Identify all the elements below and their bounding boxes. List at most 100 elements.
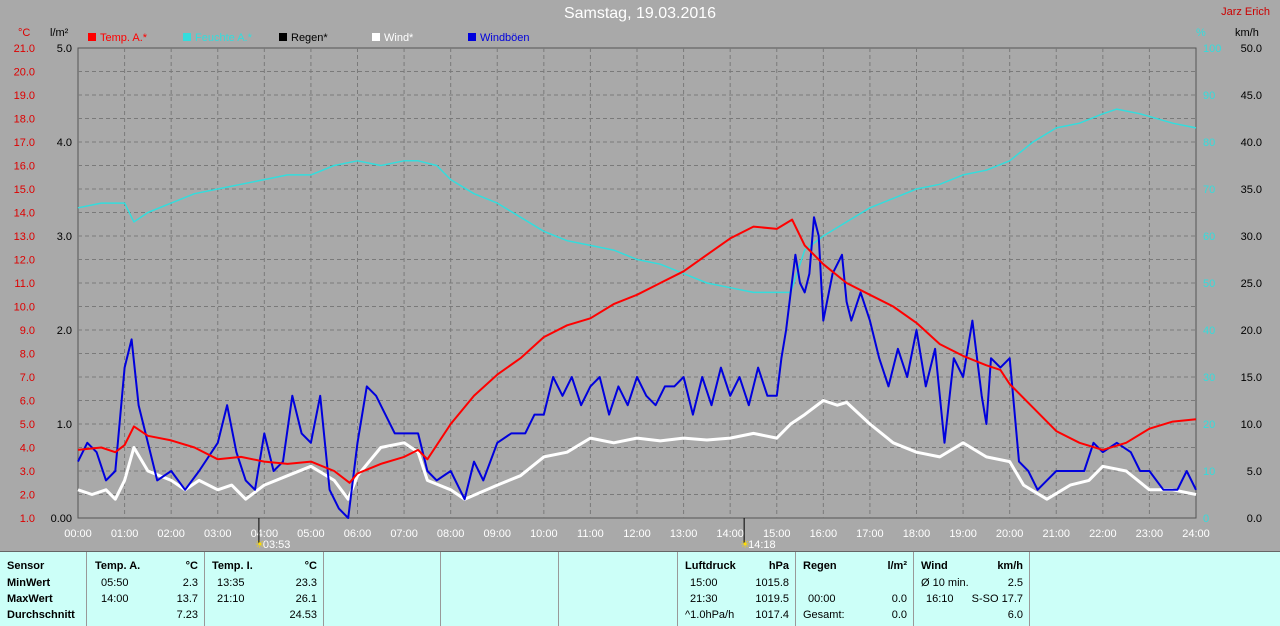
legend-label: Feuchte A.*: [195, 32, 253, 44]
temp-tick-label: 12.0: [14, 255, 35, 267]
rain-max-time: 00:00: [808, 593, 836, 605]
wind-unit: km/h: [997, 560, 1023, 572]
temp-tick-label: 1.0: [20, 513, 35, 525]
x-tick-label: 15:00: [763, 528, 791, 540]
x-tick-label: 23:00: [1136, 528, 1164, 540]
rain-tick-label: 4.0: [57, 137, 72, 149]
wind-tick-label: 5.0: [1247, 466, 1262, 478]
x-tick-label: 14:00: [716, 528, 744, 540]
rain-tick-label: 1.0: [57, 419, 72, 431]
series-line: [77, 108, 1197, 294]
rain-total-label: Gesamt:: [803, 609, 845, 621]
pressure-header: Luftdruck: [685, 560, 736, 572]
pressure-max: 1019.5: [755, 593, 789, 605]
wind-tick-label: 30.0: [1241, 231, 1262, 243]
temp-unit-label: °C: [18, 27, 30, 39]
temp-i-max: 26.1: [295, 593, 317, 605]
sun-icon: ☀: [255, 539, 265, 551]
temp-a-column: Temp. A. °C 05:50 2.3 14:00 13.7 7.23: [87, 552, 205, 626]
empty-column-1: [324, 552, 441, 626]
legend-label: Temp. A.*: [100, 32, 148, 44]
pressure-max-time: 21:30: [690, 593, 718, 605]
x-tick-label: 10:00: [530, 528, 558, 540]
wind-tick-label: 20.0: [1241, 325, 1262, 337]
x-tick-label: 00:00: [64, 528, 92, 540]
pressure-min: 1015.8: [755, 577, 789, 589]
temp-tick-label: 7.0: [20, 372, 35, 384]
x-tick-label: 17:00: [856, 528, 884, 540]
x-tick-label: 22:00: [1089, 528, 1117, 540]
x-tick-label: 08:00: [437, 528, 465, 540]
temp-a-unit: °C: [185, 560, 198, 572]
wind-tick-label: 10.0: [1241, 419, 1262, 431]
min-row-label: MinWert: [7, 577, 51, 589]
pressure-avg: 1017.4: [755, 609, 789, 621]
temp-a-min-time: 05:50: [101, 577, 129, 589]
x-tick-label: 20:00: [996, 528, 1024, 540]
sensor-header: Sensor: [7, 560, 45, 572]
wind-header: Wind: [921, 560, 948, 572]
rain-unit-label: l/m²: [50, 27, 69, 39]
wind-max: S-SO 17.7: [971, 593, 1023, 605]
x-tick-label: 04:00: [251, 528, 279, 540]
sensor-column: Sensor MinWert MaxWert Durchschnitt: [0, 552, 87, 626]
temp-tick-label: 16.0: [14, 161, 35, 173]
temp-tick-label: 15.0: [14, 184, 35, 196]
series-line: [77, 218, 1197, 484]
wind-tick-label: 35.0: [1241, 184, 1262, 196]
pressure-trend: ^1.0hPa/h: [685, 609, 735, 621]
temp-a-max: 13.7: [176, 593, 198, 605]
wind-column: Wind km/h Ø 10 min. 2.5 16:10 S-SO 17.7 …: [914, 552, 1030, 626]
wind-tick-label: 0.0: [1247, 513, 1262, 525]
x-tick-label: 05:00: [297, 528, 325, 540]
humidity-tick-label: 90: [1203, 90, 1215, 102]
wind-avg: 2.5: [1007, 577, 1023, 589]
temp-tick-label: 14.0: [14, 208, 35, 220]
wind-tick-label: 50.0: [1241, 43, 1262, 55]
temp-i-column: Temp. I. °C 13:35 23.3 21:10 26.1 24.53: [205, 552, 324, 626]
x-tick-label: 12:00: [623, 528, 651, 540]
humidity-tick-label: 60: [1203, 231, 1215, 243]
temp-tick-label: 13.0: [14, 231, 35, 243]
wind-avg-label: Ø 10 min.: [921, 577, 969, 589]
x-tick-label: 01:00: [111, 528, 139, 540]
rain-unit: l/m²: [887, 560, 907, 572]
time-marker-label: 14:18: [748, 539, 776, 551]
rain-total: 0.0: [891, 609, 907, 621]
wind-tick-label: 40.0: [1241, 137, 1262, 149]
humidity-tick-label: 0: [1203, 513, 1209, 525]
pressure-min-time: 15:00: [690, 577, 718, 589]
wind-max-time: 16:10: [926, 593, 954, 605]
humidity-tick-label: 40: [1203, 325, 1215, 337]
legend-swatch: [468, 33, 476, 41]
empty-column-2: [441, 552, 559, 626]
chart-title: Samstag, 19.03.2016: [563, 5, 717, 22]
legend-swatch: [88, 33, 96, 41]
temp-tick-label: 17.0: [14, 137, 35, 149]
temp-tick-label: 6.0: [20, 396, 35, 408]
temp-tick-label: 20.0: [14, 67, 35, 79]
temp-tick-label: 18.0: [14, 114, 35, 126]
rain-tick-label: 5.0: [57, 43, 72, 55]
legend-label: Regen*: [291, 32, 328, 44]
statistics-table: Sensor MinWert MaxWert Durchschnitt Temp…: [0, 551, 1280, 626]
legend-swatch: [183, 33, 191, 41]
pressure-column: Luftdruck hPa 15:00 1015.8 21:30 1019.5 …: [678, 552, 796, 626]
wind-tick-label: 15.0: [1241, 372, 1262, 384]
wind-tick-label: 25.0: [1241, 278, 1262, 290]
wind-unit-label: km/h: [1235, 27, 1259, 39]
temp-tick-label: 8.0: [20, 349, 35, 361]
temp-tick-label: 10.0: [14, 302, 35, 314]
temp-i-min: 23.3: [295, 577, 317, 589]
humidity-tick-label: 70: [1203, 184, 1215, 196]
pressure-unit: hPa: [768, 560, 789, 572]
rain-tick-label: 3.0: [57, 231, 72, 243]
wind-day-avg: 6.0: [1007, 609, 1023, 621]
humidity-tick-label: 10: [1203, 466, 1215, 478]
temp-i-avg: 24.53: [289, 609, 317, 621]
temp-i-min-time: 13:35: [217, 577, 245, 589]
legend-label: Wind*: [384, 32, 414, 44]
temp-i-unit: °C: [304, 560, 317, 572]
x-tick-label: 13:00: [670, 528, 698, 540]
x-tick-label: 09:00: [483, 528, 511, 540]
